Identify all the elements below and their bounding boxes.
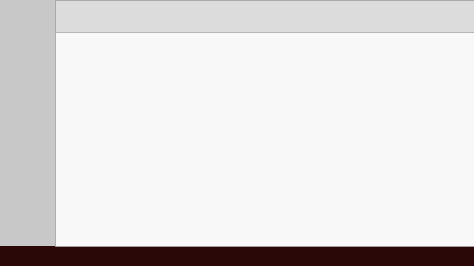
Text: -C-O: -C-O — [85, 122, 105, 130]
Text: 3: 3 — [290, 125, 293, 130]
Text: |: | — [185, 129, 188, 137]
Text: 3: 3 — [82, 125, 86, 130]
Text: CO: CO — [193, 122, 207, 130]
Text: 3: 3 — [204, 107, 208, 112]
Text: base: base — [166, 68, 191, 77]
Text: |: | — [185, 111, 188, 119]
Text: ⁻: ⁻ — [393, 123, 397, 131]
Text: 3: 3 — [177, 125, 180, 130]
Text: CH: CH — [193, 137, 207, 145]
Text: 3: 3 — [388, 140, 392, 145]
Text: 3: 3 — [98, 107, 102, 112]
Text: 2: 2 — [191, 125, 194, 130]
Text: CO: CO — [382, 122, 395, 130]
Text: 2: 2 — [379, 125, 383, 130]
Text: ✓: ✓ — [140, 59, 151, 72]
Text: CH: CH — [180, 137, 194, 145]
Text: O: O — [307, 122, 314, 130]
Text: 3: 3 — [204, 140, 208, 145]
Text: |: | — [92, 111, 95, 119]
Text: 2: 2 — [304, 125, 307, 130]
Text: ⁻: ⁻ — [102, 123, 106, 131]
Text: 2: 2 — [191, 140, 195, 145]
Text: CH: CH — [377, 137, 392, 145]
Text: CH: CH — [87, 137, 101, 145]
Text: +: + — [279, 75, 292, 90]
Text: E 2: E 2 — [168, 80, 185, 89]
Text: |: | — [383, 129, 385, 137]
Text: 3: 3 — [98, 140, 102, 145]
Text: CH: CH — [355, 122, 368, 130]
Text: 3: 3 — [388, 107, 392, 112]
Text: 2: 2 — [191, 107, 195, 112]
Text: CH: CH — [180, 104, 194, 112]
Text: CH: CH — [193, 104, 207, 112]
Text: CH: CH — [293, 122, 307, 130]
Text: CH: CH — [377, 104, 392, 112]
Text: 3: 3 — [365, 125, 369, 130]
Text: CH: CH — [87, 104, 101, 112]
Text: Br: Br — [104, 53, 116, 63]
Text: CH: CH — [71, 122, 85, 130]
Text: ⁻: ⁻ — [204, 123, 209, 131]
Text: |: | — [383, 111, 385, 119]
Text: |: | — [92, 129, 95, 137]
Text: CH: CH — [166, 122, 180, 130]
Text: CH: CH — [368, 122, 383, 130]
Text: ✓: ✓ — [329, 58, 340, 70]
Text: H: H — [110, 102, 119, 111]
Text: ✓: ✓ — [233, 52, 243, 65]
Text: ⁻: ⁻ — [314, 123, 319, 131]
Text: CH: CH — [279, 122, 293, 130]
Text: CH: CH — [180, 122, 193, 130]
